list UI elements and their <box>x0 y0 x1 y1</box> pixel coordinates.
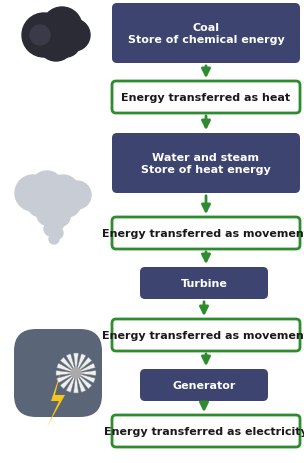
Text: Energy transferred as movement: Energy transferred as movement <box>102 330 304 340</box>
Circle shape <box>53 189 81 218</box>
Circle shape <box>42 8 82 48</box>
FancyBboxPatch shape <box>140 369 268 401</box>
Wedge shape <box>56 371 76 375</box>
Wedge shape <box>60 357 76 373</box>
Text: Energy transferred as electricity: Energy transferred as electricity <box>104 426 304 436</box>
FancyBboxPatch shape <box>112 319 300 351</box>
Text: Turbine: Turbine <box>181 278 227 288</box>
Circle shape <box>37 178 73 213</box>
Circle shape <box>58 20 90 52</box>
Wedge shape <box>60 373 76 389</box>
FancyBboxPatch shape <box>112 4 300 64</box>
Circle shape <box>27 189 55 218</box>
FancyBboxPatch shape <box>112 415 300 447</box>
FancyBboxPatch shape <box>112 218 300 250</box>
Circle shape <box>30 26 50 46</box>
Wedge shape <box>66 373 76 393</box>
Wedge shape <box>76 373 92 389</box>
Text: Energy transferred as heat: Energy transferred as heat <box>121 93 291 103</box>
Text: Generator: Generator <box>172 380 236 390</box>
Wedge shape <box>74 353 78 373</box>
Wedge shape <box>76 357 92 373</box>
Circle shape <box>38 26 74 62</box>
Wedge shape <box>66 354 76 373</box>
Text: Water and steam
Store of heat energy: Water and steam Store of heat energy <box>141 152 271 175</box>
Circle shape <box>37 206 57 225</box>
Wedge shape <box>74 373 78 393</box>
Text: Coal
Store of chemical energy: Coal Store of chemical energy <box>128 23 284 45</box>
Circle shape <box>52 30 80 58</box>
Circle shape <box>63 181 91 210</box>
Circle shape <box>39 189 71 221</box>
FancyBboxPatch shape <box>112 134 300 194</box>
FancyBboxPatch shape <box>140 268 268 300</box>
Circle shape <box>71 368 81 378</box>
Circle shape <box>15 175 51 212</box>
Circle shape <box>44 223 58 237</box>
Circle shape <box>49 234 59 244</box>
Circle shape <box>22 14 66 58</box>
Circle shape <box>31 172 63 204</box>
Wedge shape <box>76 363 95 373</box>
Text: Energy transferred as movement: Energy transferred as movement <box>102 229 304 238</box>
Circle shape <box>52 208 70 226</box>
FancyBboxPatch shape <box>14 329 102 417</box>
FancyBboxPatch shape <box>112 82 300 114</box>
Wedge shape <box>76 373 95 383</box>
Wedge shape <box>76 373 86 393</box>
Wedge shape <box>57 363 76 373</box>
Circle shape <box>47 175 79 207</box>
Wedge shape <box>76 354 86 373</box>
Circle shape <box>51 227 63 239</box>
Wedge shape <box>57 373 76 383</box>
Polygon shape <box>47 371 65 427</box>
Circle shape <box>24 26 52 54</box>
Circle shape <box>45 212 65 232</box>
Wedge shape <box>76 371 96 375</box>
